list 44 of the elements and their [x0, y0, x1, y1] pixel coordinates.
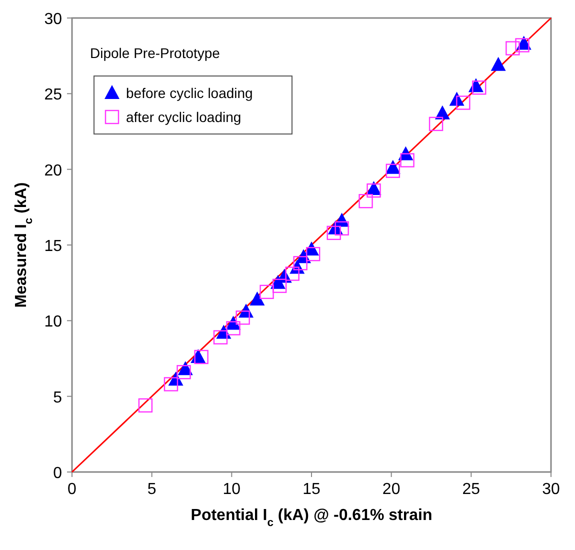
point [386, 164, 400, 178]
legend-label: after cyclic loading [126, 109, 242, 125]
point [515, 38, 530, 52]
point [428, 116, 444, 132]
point [293, 256, 308, 270]
point [164, 377, 178, 392]
text: Dipole Pre-Prototype [90, 45, 220, 61]
y-tick-label: 25 [44, 86, 62, 104]
point [326, 226, 341, 240]
point [400, 153, 414, 168]
y-tick-label: 20 [44, 162, 62, 180]
point [194, 350, 208, 364]
x-tick-label: 10 [222, 481, 241, 498]
y-tick-label: 15 [44, 238, 62, 255]
y-tick-label: 5 [53, 389, 62, 406]
point [213, 330, 228, 344]
point [366, 183, 381, 198]
x-tick-label: 30 [542, 481, 560, 498]
point [306, 246, 320, 262]
point [334, 221, 349, 236]
x-tick-label: 20 [382, 481, 400, 498]
point [434, 105, 450, 120]
point [138, 398, 153, 413]
point [472, 80, 486, 95]
point [490, 56, 506, 71]
legend-label: before cyclic loading [126, 85, 253, 101]
point [250, 291, 265, 306]
point [226, 321, 240, 336]
y-tick-label: 0 [53, 465, 62, 482]
point [506, 41, 520, 56]
point [272, 278, 287, 293]
x-tick-label: 5 [147, 481, 156, 498]
y-tick-label: 10 [44, 314, 62, 331]
x-tick-label: 15 [302, 481, 320, 498]
point [260, 284, 274, 300]
point [285, 266, 300, 281]
x-axis-title: Potential I$_{c}$ (kA) @ -0.61% strain [190, 507, 432, 529]
point [358, 194, 373, 208]
y-tick-label: 30 [44, 11, 62, 28]
point [176, 365, 191, 380]
point [236, 310, 250, 325]
x-tick-label: 25 [462, 481, 480, 498]
x-tick-label: 0 [68, 481, 77, 498]
point [456, 96, 470, 110]
